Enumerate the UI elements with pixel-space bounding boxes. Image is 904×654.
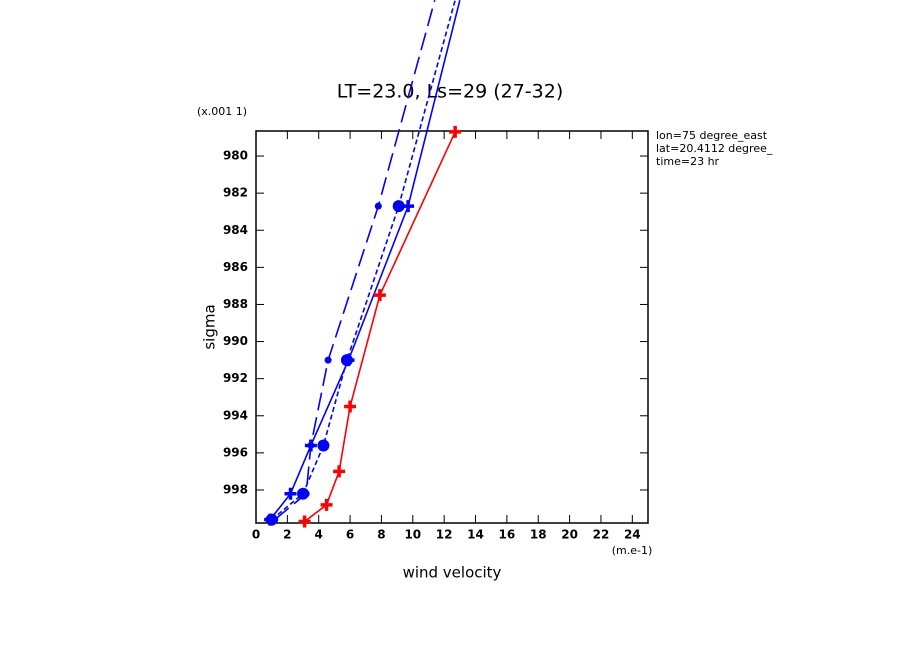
y-tick-label: 984 [223, 223, 248, 237]
marker [298, 515, 311, 528]
x-tick-label: 12 [436, 528, 453, 542]
y-axis-label: sigma [201, 304, 219, 349]
annotation: lat=20.4112 degree_ [656, 142, 773, 155]
y-tick-label: 988 [223, 297, 248, 311]
series-line [274, 0, 436, 521]
marker [324, 356, 332, 364]
marker [317, 439, 330, 452]
series-line [269, 0, 461, 521]
marker [340, 354, 353, 367]
x-units: (m.e-1) [612, 544, 653, 557]
y-tick-label: 986 [223, 260, 248, 274]
x-tick-label: 20 [561, 528, 578, 542]
marker [373, 289, 386, 302]
series-line [271, 0, 456, 521]
x-tick-label: 22 [593, 528, 610, 542]
marker [333, 465, 346, 478]
y-tick-label: 992 [223, 371, 248, 385]
x-axis-label: wind velocity [403, 564, 502, 582]
x-tick-label: 4 [315, 528, 323, 542]
y-tick-label: 980 [223, 149, 248, 163]
annotation: lon=75 degree_east [656, 129, 768, 142]
marker [449, 125, 462, 138]
marker [374, 202, 382, 210]
marker [265, 513, 278, 526]
marker [320, 498, 333, 511]
x-tick-label: 10 [404, 528, 421, 542]
x-tick-label: 0 [252, 528, 260, 542]
x-tick-label: 6 [346, 528, 354, 542]
x-tick-label: 16 [499, 528, 516, 542]
marker [344, 400, 357, 413]
series-line [304, 131, 456, 523]
x-tick-label: 8 [377, 528, 385, 542]
y-tick-label: 990 [223, 334, 248, 348]
marker [297, 487, 310, 500]
y-tick-label: 996 [223, 445, 248, 459]
x-tick-label: 14 [467, 528, 484, 542]
marker [307, 441, 315, 449]
y-tick-label: 998 [223, 482, 248, 496]
marker [284, 487, 297, 500]
y-tick-label: 994 [223, 408, 248, 422]
x-tick-label: 24 [624, 528, 641, 542]
annotation: time=23 hr [656, 155, 720, 168]
chart-title: LT=23.0, Ls=29 (27-32) [337, 81, 564, 103]
y-units: (x.001 1) [197, 105, 247, 118]
y-tick-label: 982 [223, 186, 248, 200]
x-tick-label: 18 [530, 528, 547, 542]
x-tick-label: 2 [283, 528, 291, 542]
marker [392, 200, 405, 213]
